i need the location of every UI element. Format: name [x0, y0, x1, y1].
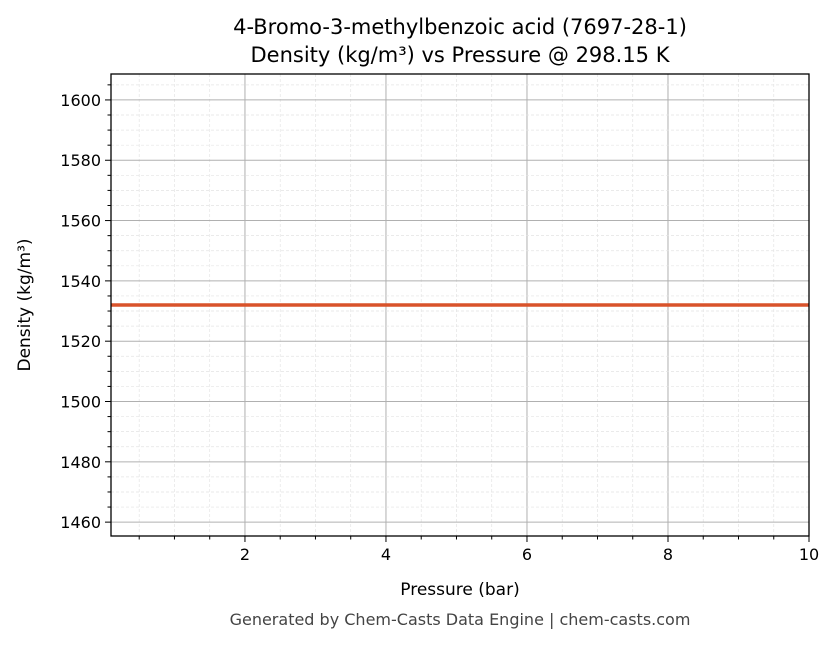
ticks: 2 4 6 8 10 1460 1480 1500 1520 1540 1560 1580 1600 [60, 84, 819, 564]
y-tick-label: 1520 [60, 332, 101, 351]
plot-frame [110, 73, 810, 537]
x-tick-label: 10 [799, 545, 819, 564]
x-tick-label: 6 [522, 545, 532, 564]
y-tick-label: 1480 [60, 453, 101, 472]
x-tick-label: 2 [240, 545, 250, 564]
chart-title: 4-Bromo-3-methylbenzoic acid (7697-28-1) [233, 15, 687, 39]
y-axis-label: Density (kg/m³) [15, 238, 35, 371]
y-tick-label: 1600 [60, 91, 101, 110]
footer-text: Generated by Chem-Casts Data Engine | ch… [230, 610, 691, 629]
x-axis-label: Pressure (bar) [400, 580, 519, 600]
y-tick-label: 1500 [60, 393, 101, 412]
y-tick-label: 1540 [60, 272, 101, 291]
chart-subtitle: Density (kg/m³) vs Pressure @ 298.15 K [250, 43, 670, 67]
x-tick-label: 4 [381, 545, 391, 564]
x-tick-label: 8 [663, 545, 673, 564]
y-tick-label: 1560 [60, 212, 101, 231]
y-tick-label: 1460 [60, 513, 101, 532]
y-tick-label: 1580 [60, 151, 101, 170]
